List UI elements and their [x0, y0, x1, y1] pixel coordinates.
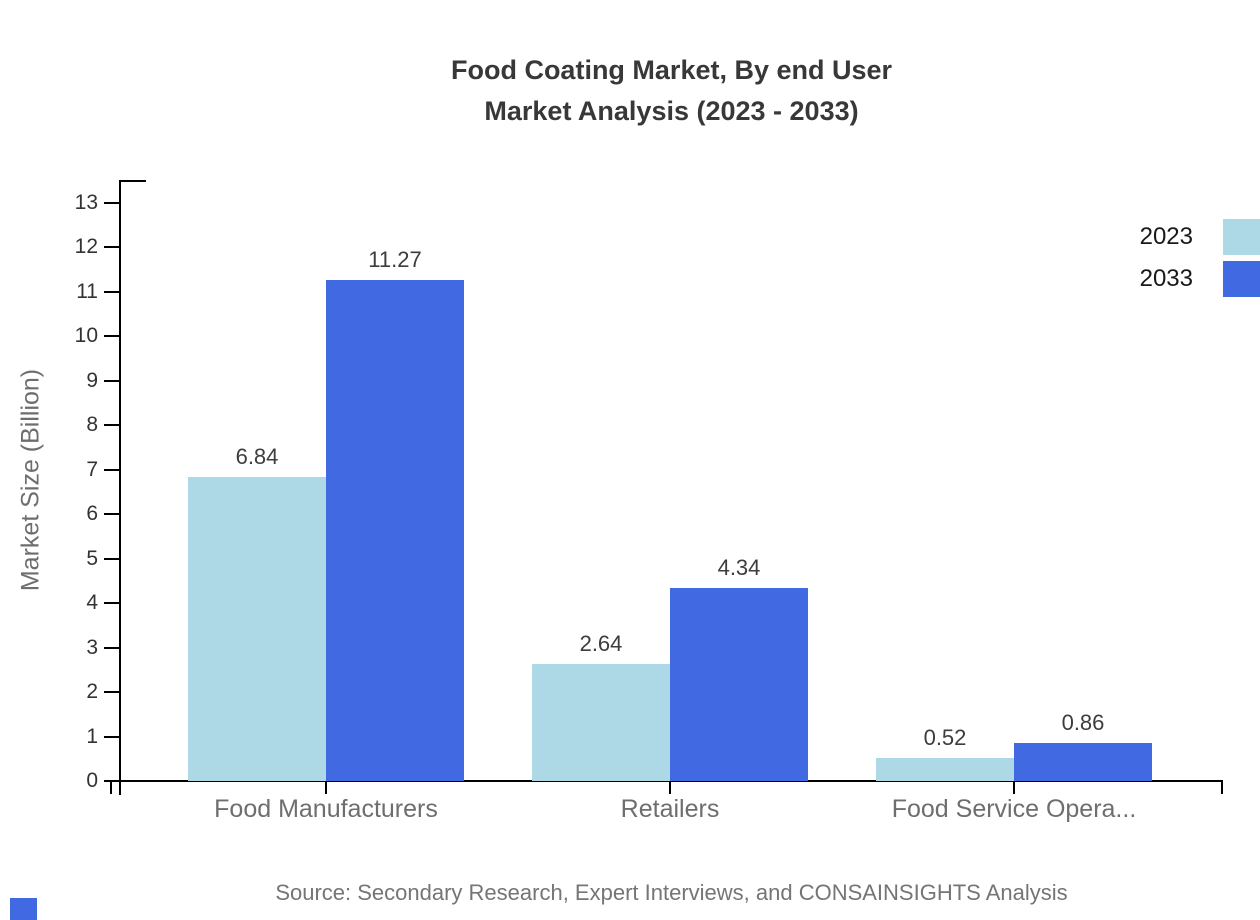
legend-swatch-2023: [1223, 219, 1260, 255]
y-tick: [104, 735, 119, 738]
source-note: Source: Secondary Research, Expert Inter…: [275, 880, 1068, 905]
y-tick-label: 6: [86, 502, 98, 526]
bar-value-label: 4.34: [717, 555, 761, 581]
bar-2033-0: [326, 279, 464, 781]
legend-label-2033: 2033: [1139, 265, 1193, 292]
x-category-label: Food Service Opera...: [891, 795, 1137, 823]
y-tick: [104, 246, 119, 249]
y-tick-label: 13: [74, 191, 98, 214]
y-tick: [104, 335, 119, 338]
bar-value-label: 2.64: [579, 630, 623, 656]
y-tick-label: 10: [74, 324, 98, 348]
y-tick: [104, 290, 119, 293]
chart-title-line1: Food Coating Market, By end User: [450, 55, 893, 85]
logo-fragment: [10, 898, 37, 920]
bar-value-label: 11.27: [368, 246, 422, 272]
x-axis-left-cap: [110, 780, 112, 794]
x-category-label: Retailers: [620, 795, 720, 823]
y-tick-label: 7: [86, 457, 98, 481]
y-tick-label: 12: [74, 235, 98, 259]
bar-value-label: 0.52: [923, 724, 967, 750]
y-axis-top-cap: [119, 180, 146, 182]
chart-title: Food Coating Market, By end User Market …: [120, 50, 1223, 132]
y-tick: [104, 379, 119, 382]
legend-item-2033: 2033: [1140, 261, 1260, 297]
y-tick-label: 1: [86, 724, 98, 748]
bar-2023-2: [876, 757, 1014, 781]
legend: 2023 2033: [1140, 219, 1260, 297]
y-tick-label: 0: [86, 769, 98, 792]
legend-label-2023: 2023: [1139, 223, 1193, 250]
y-tick: [104, 780, 119, 782]
y-axis-line: [119, 180, 121, 795]
y-tick-label: 4: [86, 591, 98, 615]
y-tick-label: 5: [86, 546, 98, 570]
bar-2033-1: [670, 588, 808, 781]
x-axis-right-cap: [1221, 780, 1223, 794]
y-tick: [104, 691, 119, 694]
bar-2023-1: [532, 663, 670, 781]
y-tick-label: 3: [86, 635, 98, 659]
y-tick-label: 9: [86, 368, 98, 392]
y-tick: [104, 202, 119, 204]
x-tick: [1013, 782, 1015, 794]
y-tick: [104, 468, 119, 471]
y-tick-label: 11: [76, 279, 98, 303]
y-tick: [104, 424, 119, 427]
y-tick: [104, 646, 119, 649]
y-tick-label: 8: [86, 413, 98, 437]
y-tick-label: 2: [86, 680, 98, 704]
x-tick: [325, 782, 327, 794]
y-tick: [104, 513, 119, 516]
legend-swatch-2033: [1223, 261, 1260, 297]
y-tick: [104, 557, 119, 560]
bar-value-label: 6.84: [235, 443, 279, 469]
bar-2023-0: [188, 476, 326, 781]
x-category-label: Food Manufacturers: [214, 795, 438, 823]
y-tick: [104, 602, 119, 605]
chart-title-line2: Market Analysis (2023 - 2033): [484, 96, 859, 126]
legend-item-2023: 2023: [1140, 219, 1260, 255]
x-tick: [669, 782, 671, 794]
bar-2033-2: [1014, 742, 1152, 781]
x-axis-line: [110, 780, 1223, 782]
bar-value-label: 0.86: [1061, 709, 1105, 735]
